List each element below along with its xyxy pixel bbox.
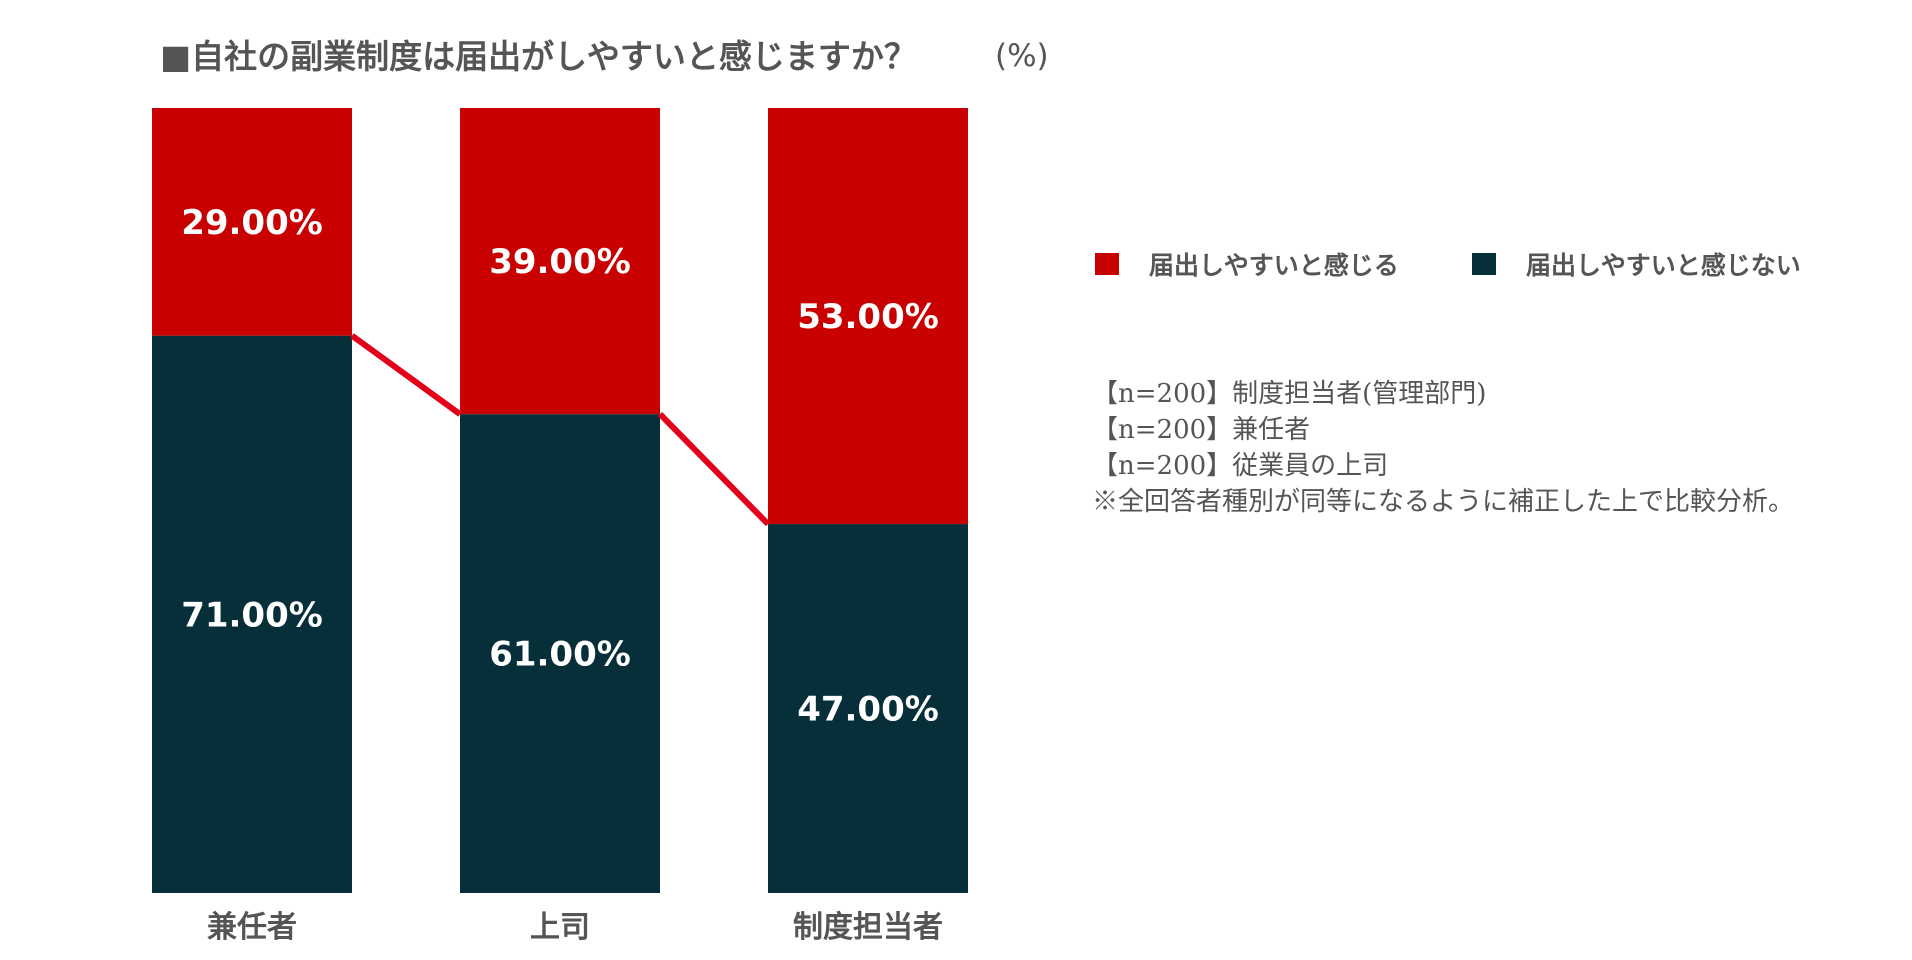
chart-unit-label: (%) [995,38,1049,74]
note-line: 【n=200】兼任者 [1092,415,1311,445]
bar-easy [460,108,660,415]
data-label-not-easy: 47.00% [797,690,939,730]
x-tick-label: 制度担当者 [793,910,943,945]
bar-easy [152,108,352,336]
legend-item-easy: 届出しやすいと感じる [1095,246,1399,282]
note-line: 【n=200】従業員の上司 [1092,451,1389,481]
data-label-easy: 29.00% [181,203,323,243]
note-line: 【n=200】制度担当者(管理部門) [1092,379,1487,409]
legend-item-not-easy: 届出しやすいと感じない [1472,246,1801,282]
series-connector-line [350,333,462,417]
data-label-easy: 39.00% [489,242,631,282]
bar-not-easy [460,414,660,893]
legend-swatch-easy [1095,253,1119,275]
chart-title: ■自社の副業制度は届出がしやすいと感じますか？ [160,37,917,76]
bar-not-easy [152,335,352,893]
x-tick-label: 兼任者 [207,910,297,945]
bar-easy [768,108,968,525]
data-label-easy: 53.00% [797,297,939,337]
x-tick-label: 上司 [530,910,590,945]
legend-label-not-easy: 届出しやすいと感じない [1526,251,1801,280]
sample-notes: 【n=200】制度担当者(管理部門) 【n=200】兼任者 【n=200】従業員… [1092,376,1794,520]
legend-label-easy: 届出しやすいと感じる [1149,251,1399,280]
data-label-not-easy: 61.00% [489,635,631,675]
note-line: ※全回答者種別が同等になるように補正した上で比較分析。 [1092,487,1795,517]
bar-not-easy [768,524,968,893]
data-label-not-easy: 71.00% [181,595,323,635]
legend-swatch-not-easy [1472,253,1496,275]
series-connector-line [657,412,771,527]
